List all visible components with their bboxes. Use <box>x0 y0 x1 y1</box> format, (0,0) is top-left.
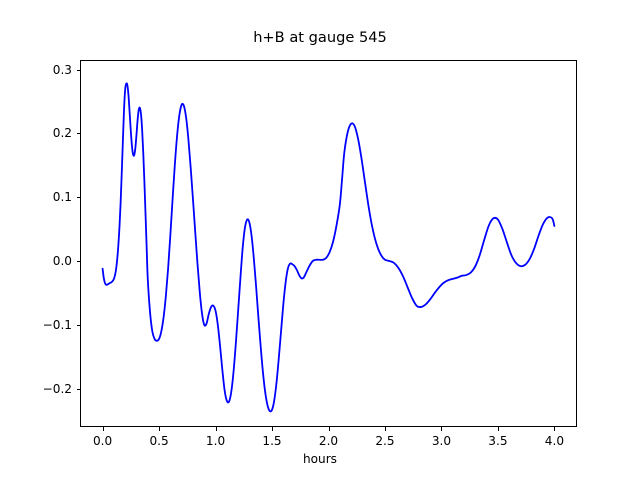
x-tick-label: 3.0 <box>431 434 452 448</box>
x-axis-label: hours <box>302 452 337 466</box>
y-tick-label: −0.2 <box>42 381 72 396</box>
y-tick-mark <box>76 69 80 71</box>
x-tick-label: 3.5 <box>488 434 508 448</box>
y-tick-mark <box>76 388 80 390</box>
x-tick-label: 1.0 <box>205 434 226 448</box>
data-curve <box>101 82 556 413</box>
y-tick-mark <box>76 133 80 135</box>
x-tick-mark <box>554 427 556 431</box>
y-tick-label: 0.3 <box>52 62 72 77</box>
x-tick-mark <box>441 427 443 431</box>
y-tick-label: 0.2 <box>52 126 72 141</box>
y-tick-label: 0.0 <box>52 254 72 269</box>
x-tick-mark <box>102 427 104 431</box>
y-tick-label: 0.1 <box>52 190 72 205</box>
y-tick-label: −0.1 <box>42 317 72 332</box>
x-tick-label: 2.5 <box>375 434 395 448</box>
x-tick-mark <box>159 427 161 431</box>
x-tick-mark <box>497 427 499 431</box>
x-tick-label: 2.0 <box>318 434 339 448</box>
x-tick-mark <box>328 427 330 431</box>
curve-path <box>101 82 556 413</box>
x-tick-label: 0.0 <box>92 434 113 448</box>
y-tick-mark <box>76 324 80 326</box>
chart-title: h+B at gauge 545 <box>253 29 387 46</box>
x-tick-mark <box>272 427 274 431</box>
y-tick-mark <box>76 197 80 199</box>
plot-area <box>76 60 577 431</box>
x-tick-mark <box>215 427 217 431</box>
x-tick-label: 4.0 <box>544 434 565 448</box>
x-tick-mark <box>384 427 386 431</box>
x-tick-label: 0.5 <box>149 434 169 448</box>
y-tick-mark <box>76 261 80 263</box>
x-tick-label: 1.5 <box>262 434 282 448</box>
